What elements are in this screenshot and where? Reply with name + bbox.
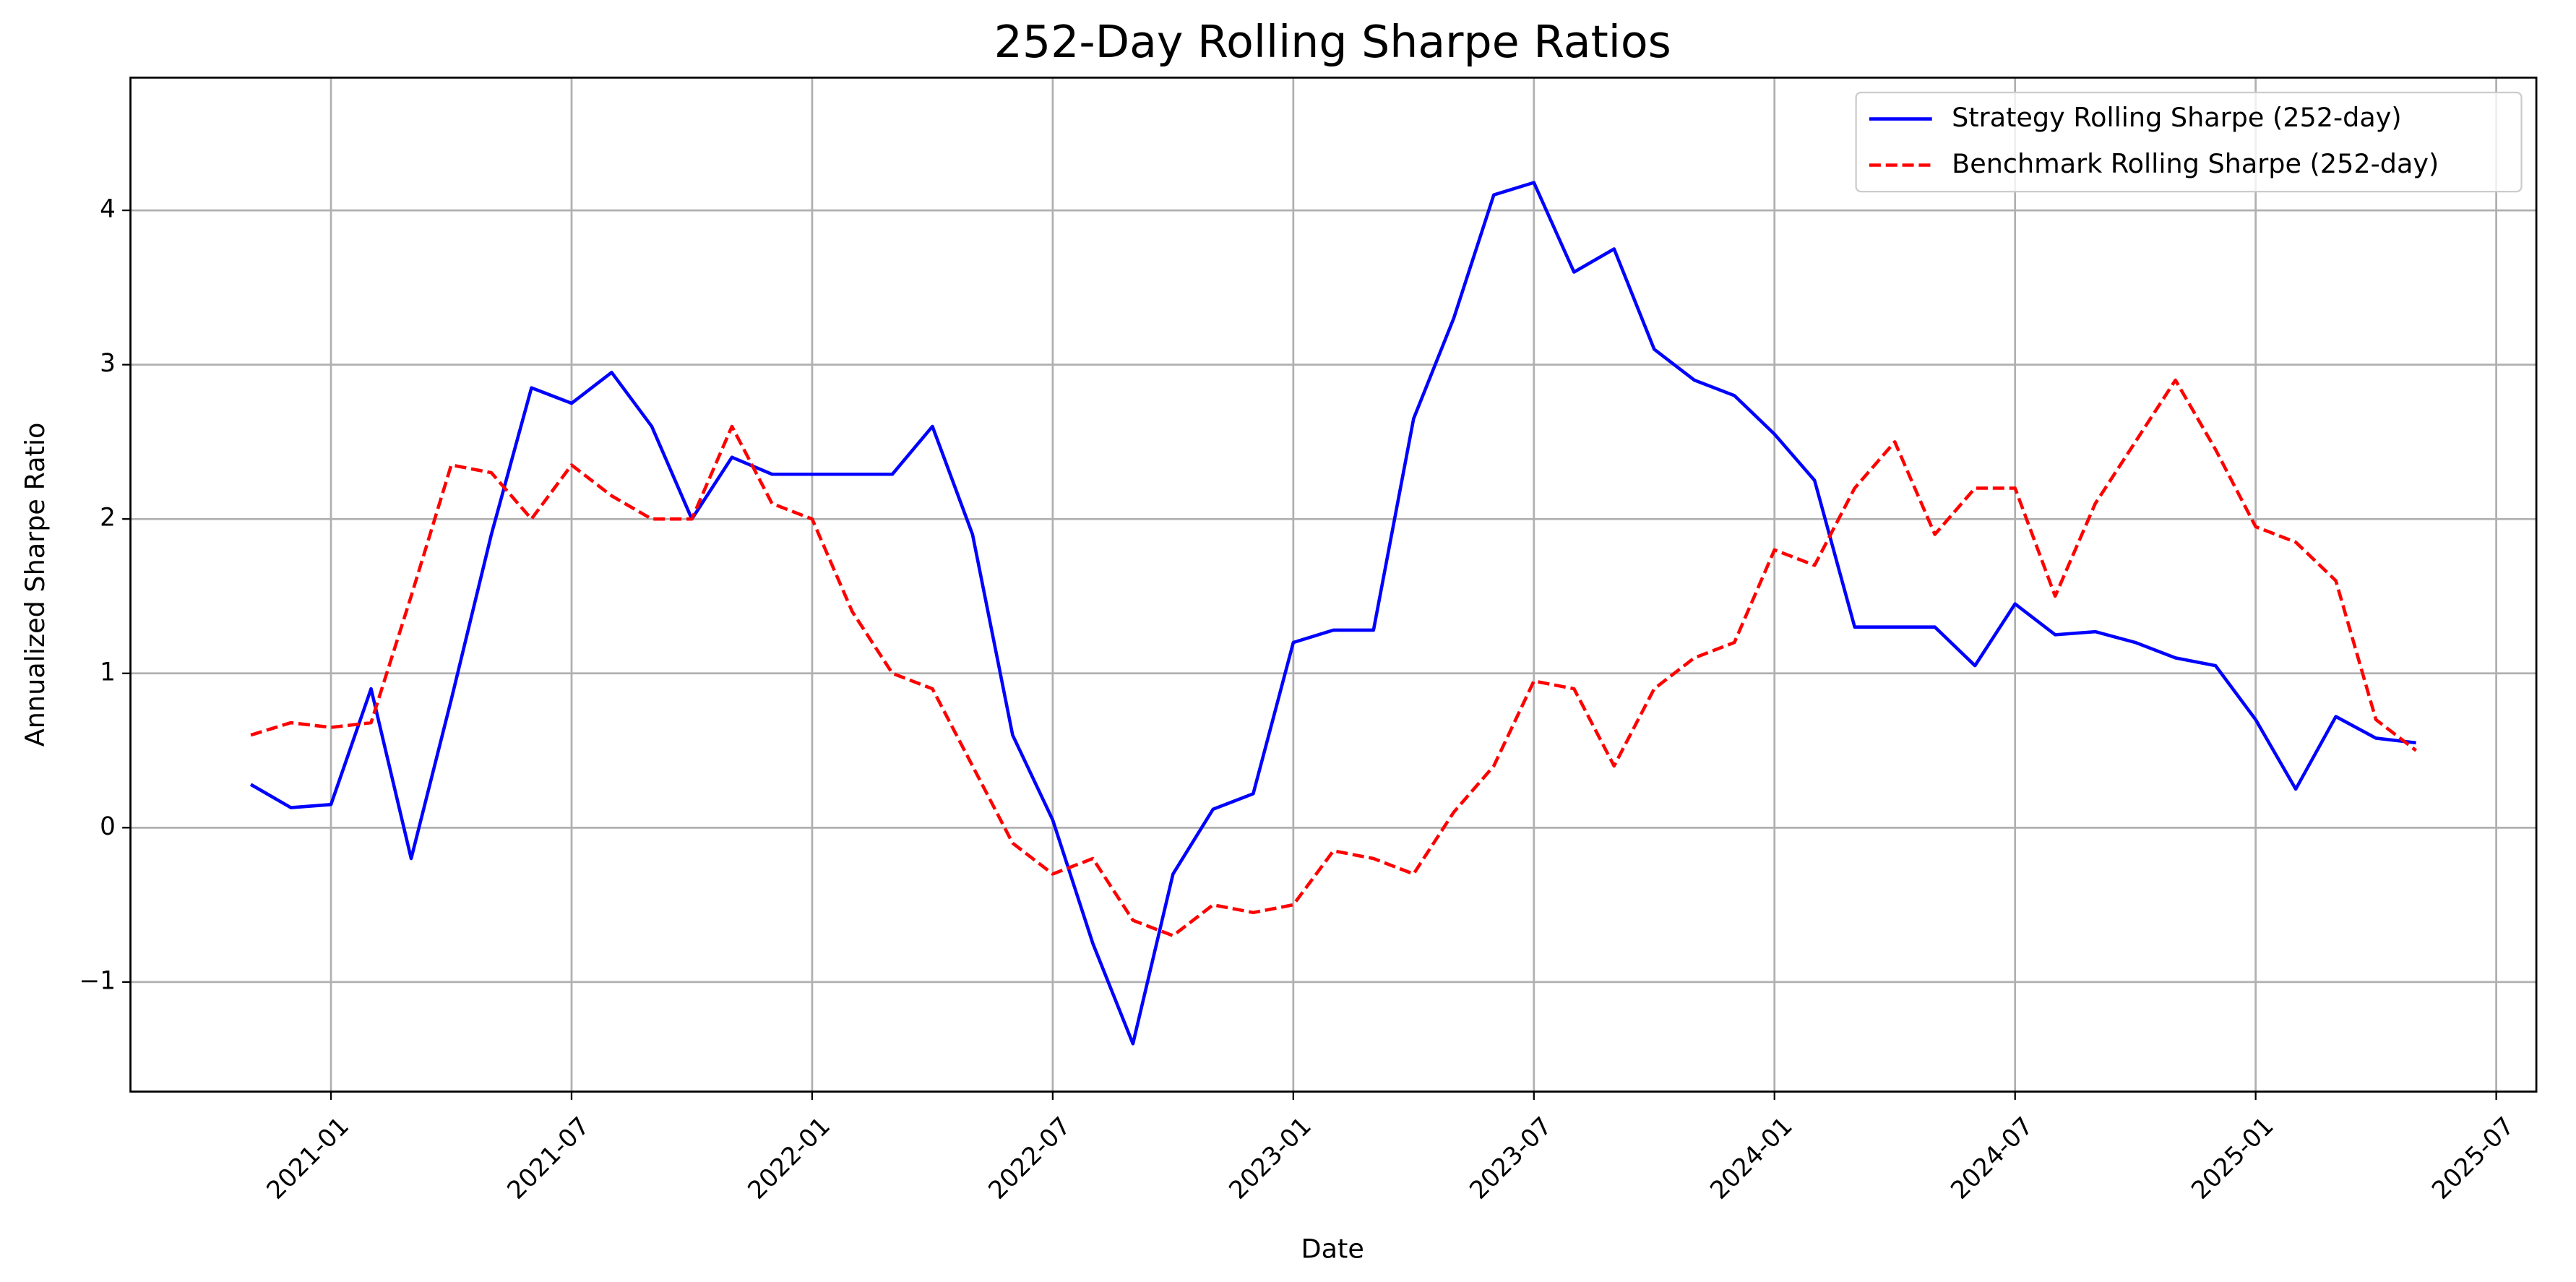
legend-label: Strategy Rolling Sharpe (252-day) bbox=[1952, 102, 2402, 133]
y-tick-label: 3 bbox=[100, 349, 116, 378]
y-tick-label: 2 bbox=[100, 504, 116, 533]
y-axis-label: Annualized Sharpe Ratio bbox=[20, 423, 51, 747]
legend: Strategy Rolling Sharpe (252-day) Benchma… bbox=[1855, 91, 2523, 193]
chart-title: 252-Day Rolling Sharpe Ratios bbox=[994, 16, 1671, 68]
series-line bbox=[249, 181, 2416, 1046]
series-line bbox=[250, 378, 2418, 938]
plot-frame bbox=[129, 77, 2538, 1093]
legend-box bbox=[1855, 91, 2523, 193]
y-tick-label: 0 bbox=[100, 812, 116, 841]
y-tick-label: −1 bbox=[79, 966, 116, 995]
legend-label: Benchmark Rolling Sharpe (252-day) bbox=[1952, 148, 2439, 179]
x-axis-label: Date bbox=[1301, 1233, 1364, 1264]
y-tick-label: 1 bbox=[100, 658, 116, 687]
y-tick-label: 4 bbox=[100, 195, 116, 224]
